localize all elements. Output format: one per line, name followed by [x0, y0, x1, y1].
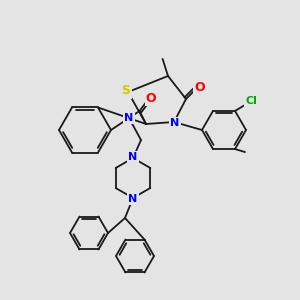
Text: O: O [194, 81, 205, 94]
Text: O: O [146, 92, 156, 105]
Text: N: N [170, 118, 180, 128]
Text: N: N [124, 113, 134, 123]
Text: S: S [122, 85, 130, 98]
Text: Cl: Cl [245, 96, 257, 106]
Text: N: N [128, 194, 138, 204]
Text: N: N [128, 152, 138, 162]
